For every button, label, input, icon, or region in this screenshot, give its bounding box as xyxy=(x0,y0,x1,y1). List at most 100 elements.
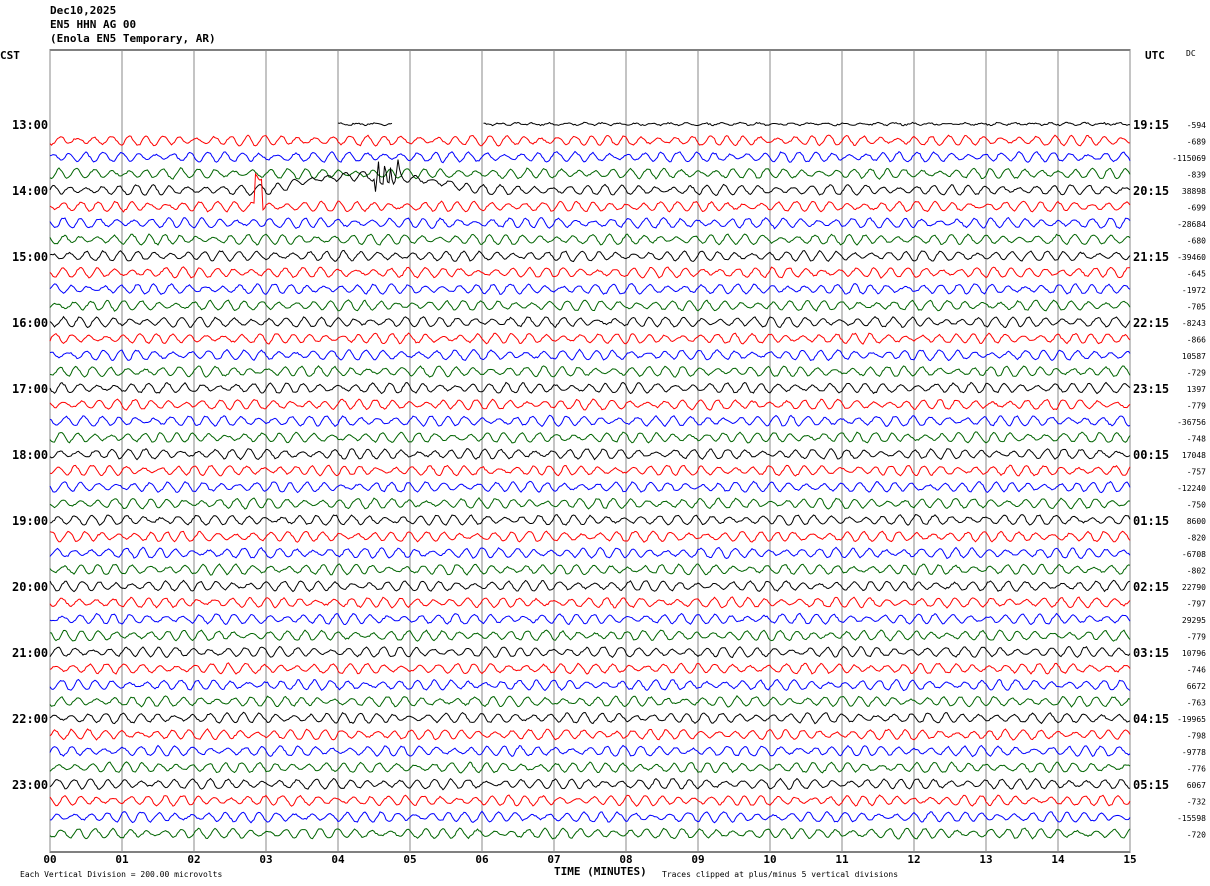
x-tick-label: 03 xyxy=(259,853,272,866)
left-hour-label: 20:00 xyxy=(12,580,48,594)
seismic-trace xyxy=(49,596,1131,609)
dc-offset-label: -12240 xyxy=(1177,484,1206,493)
seismic-trace xyxy=(49,464,1131,477)
dc-offset-label: 22790 xyxy=(1182,583,1206,592)
seismic-trace xyxy=(49,348,1131,362)
dc-offset-label: -776 xyxy=(1187,765,1206,774)
seismic-trace xyxy=(49,711,1131,725)
seismic-trace xyxy=(49,546,1131,560)
seismic-trace xyxy=(49,216,1131,230)
dc-offset-label: -19965 xyxy=(1177,715,1206,724)
left-hour-label: 14:00 xyxy=(12,184,48,198)
dc-offset-label: 10796 xyxy=(1182,649,1206,658)
seismic-trace xyxy=(49,431,1131,444)
x-tick-label: 09 xyxy=(691,853,704,866)
seismic-trace xyxy=(49,172,1131,213)
x-tick-label: 15 xyxy=(1123,853,1136,866)
dc-offset-label: 6672 xyxy=(1187,682,1206,691)
seismic-trace xyxy=(49,249,1131,263)
x-tick-label: 00 xyxy=(43,853,56,866)
seismic-trace xyxy=(49,678,1131,692)
right-hour-label: 19:15 xyxy=(1133,118,1169,132)
dc-offset-label: -36756 xyxy=(1177,418,1206,427)
dc-offset-label: 8600 xyxy=(1187,517,1206,526)
left-hour-label: 19:00 xyxy=(12,514,48,528)
dc-offset-label: -594 xyxy=(1187,121,1206,130)
seismic-trace xyxy=(49,315,1131,329)
right-hour-label: 00:15 xyxy=(1133,448,1169,462)
seismic-trace xyxy=(49,134,1131,147)
dc-offset-label: -705 xyxy=(1187,303,1206,312)
right-hour-label: 23:15 xyxy=(1133,382,1169,396)
seismic-trace xyxy=(49,398,1131,411)
seismic-trace xyxy=(49,794,1131,807)
right-hour-label: 21:15 xyxy=(1133,250,1169,264)
dc-offset-label: -748 xyxy=(1187,435,1206,444)
left-hour-label: 22:00 xyxy=(12,712,48,726)
right-hour-label: 03:15 xyxy=(1133,646,1169,660)
x-tick-label: 02 xyxy=(187,853,200,866)
left-hour-label: 18:00 xyxy=(12,448,48,462)
dc-offset-label: 10587 xyxy=(1182,352,1206,361)
right-hour-label: 04:15 xyxy=(1133,712,1169,726)
dc-offset-label: -689 xyxy=(1187,138,1206,147)
seismic-trace xyxy=(49,777,1131,791)
x-tick-label: 10 xyxy=(763,853,776,866)
seismic-trace xyxy=(49,744,1131,758)
dc-offset-label: -8243 xyxy=(1182,319,1206,328)
seismic-trace xyxy=(49,381,1131,395)
right-hour-label: 22:15 xyxy=(1133,316,1169,330)
x-tick-label: 04 xyxy=(331,853,345,866)
left-hour-label: 15:00 xyxy=(12,250,48,264)
seismic-trace xyxy=(49,365,1131,378)
dc-label: DC xyxy=(1186,49,1196,58)
x-tick-label: 01 xyxy=(115,853,129,866)
x-tick-label: 11 xyxy=(835,853,849,866)
seismic-trace xyxy=(49,266,1131,279)
dc-offset-label: -15598 xyxy=(1177,814,1206,823)
station-code: EN5 HHN AG 00 xyxy=(50,18,137,31)
seismic-trace xyxy=(49,497,1131,510)
dc-offset-label: -680 xyxy=(1187,237,1206,246)
seismic-trace xyxy=(49,150,1131,164)
seismic-trace xyxy=(49,159,1131,197)
scale-note: Each Vertical Division = 200.00 microvol… xyxy=(20,870,223,879)
seismic-trace xyxy=(49,662,1131,675)
seismic-trace xyxy=(49,514,1131,526)
dc-offset-label: -115069 xyxy=(1172,154,1206,163)
dc-offset-label: -699 xyxy=(1187,204,1206,213)
clip-note: Traces clipped at plus/minus 5 vertical … xyxy=(662,870,899,879)
seismic-trace xyxy=(49,480,1131,494)
left-hour-label: 17:00 xyxy=(12,382,48,396)
left-hour-label: 16:00 xyxy=(12,316,48,330)
x-tick-label: 06 xyxy=(475,853,489,866)
seismic-trace xyxy=(49,728,1131,741)
right-hour-label: 01:15 xyxy=(1133,514,1169,528)
seismic-trace xyxy=(49,530,1131,543)
seismic-trace xyxy=(49,414,1131,428)
seismic-trace xyxy=(49,167,1131,180)
seismic-trace xyxy=(49,629,1131,642)
seismic-trace xyxy=(337,121,1131,127)
seismic-trace xyxy=(49,563,1131,576)
seismic-trace xyxy=(49,283,1131,295)
dc-offset-label: 6067 xyxy=(1187,781,1206,790)
dc-offset-label: -798 xyxy=(1187,732,1206,741)
dc-offset-label: -797 xyxy=(1187,600,1206,609)
dc-offset-label: -757 xyxy=(1187,468,1206,477)
left-timezone: CST xyxy=(0,49,20,62)
dc-offset-label: -28684 xyxy=(1177,220,1206,229)
dc-offset-label: -820 xyxy=(1187,534,1206,543)
dc-offset-label: 29295 xyxy=(1182,616,1206,625)
seismic-trace xyxy=(49,810,1131,824)
dc-offset-label: -732 xyxy=(1187,798,1206,807)
seismic-trace xyxy=(49,645,1131,659)
dc-offset-label: -779 xyxy=(1187,633,1206,642)
station-location: (Enola EN5 Temporary, AR) xyxy=(50,32,216,45)
x-axis-label: TIME (MINUTES) xyxy=(554,865,647,878)
plot-date: Dec10,2025 xyxy=(50,4,117,17)
dc-offset-label: -750 xyxy=(1187,501,1206,510)
seismic-trace xyxy=(49,233,1131,246)
right-hour-label: 02:15 xyxy=(1133,580,1169,594)
